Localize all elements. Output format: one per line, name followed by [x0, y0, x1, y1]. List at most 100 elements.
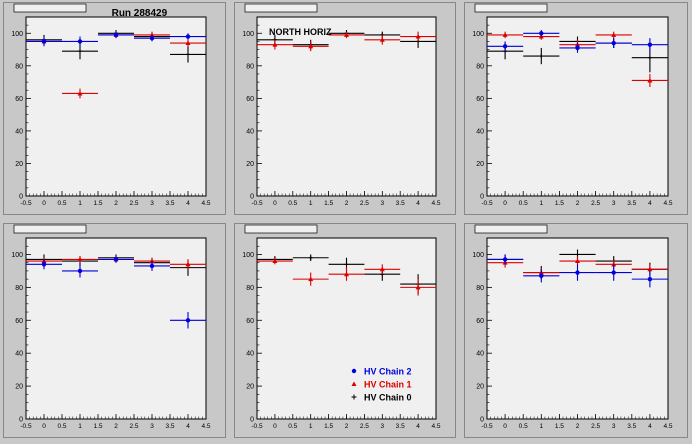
legend-label-chain0: HV Chain 0 — [364, 393, 412, 403]
point-chain1 — [185, 261, 191, 267]
x-tick-label: 3 — [380, 423, 384, 430]
y-tick-label: 60 — [476, 318, 484, 325]
x-tick-label: 0 — [273, 423, 277, 430]
y-tick-label: 20 — [246, 161, 254, 168]
point-chain2 — [539, 273, 544, 279]
point-chain0 — [575, 252, 580, 257]
x-tick-label: 3.5 — [627, 200, 636, 207]
x-tick-label: 2 — [345, 423, 349, 430]
pad-5: 0 20 40 60 80 100 -0.5 0 0.5 1 1.5 2 2.5 3 3.5 4 4.5 HV C… — [234, 223, 456, 438]
point-chain1 — [308, 276, 314, 282]
point-chain1 — [149, 258, 155, 264]
x-tick-label: 3.5 — [165, 200, 174, 207]
plot-frame — [256, 16, 437, 197]
point-chain2 — [113, 257, 119, 262]
point-chain2 — [647, 276, 653, 282]
x-tick-label: 4 — [186, 200, 190, 207]
point-chain2 — [647, 42, 653, 47]
legend-label-chain1: HV Chain 1 — [364, 380, 412, 390]
title-strip — [13, 3, 87, 13]
point-chain1 — [149, 32, 155, 37]
run-label: Run 288429 — [112, 8, 168, 19]
x-tick-label: 0.5 — [519, 200, 528, 207]
x-tick-label: 0.5 — [288, 200, 297, 207]
title-strip — [13, 224, 87, 234]
x-tick-label: 2 — [114, 200, 118, 207]
pad-4: 0 20 40 60 80 100 -0.5 0 0.5 1 1.5 2 2.5 3 3.5 4 4.5 — [3, 223, 226, 438]
pad-6: 0 20 40 60 80 100 -0.5 0 0.5 1 1.5 2 2.5 3 3.5 4 4.5 — [464, 223, 688, 438]
point-chain1 — [647, 77, 653, 83]
x-tick-label: 2 — [345, 200, 349, 207]
x-tick-label: 4.5 — [431, 200, 440, 207]
point-chain0 — [539, 54, 544, 59]
y-tick-label: 80 — [476, 285, 484, 292]
x-tick-label: 1.5 — [93, 200, 102, 207]
x-tick-label: -0.5 — [20, 200, 32, 207]
title-strip — [244, 3, 318, 13]
y-tick-label: 20 — [476, 384, 484, 391]
x-tick-label: 3.5 — [396, 200, 405, 207]
point-chain1 — [502, 32, 508, 37]
y-tick-label: 60 — [246, 96, 254, 103]
x-tick-label: 4 — [648, 200, 652, 207]
point-chain0 — [344, 262, 349, 267]
y-tick-label: 80 — [246, 285, 254, 292]
x-tick-label: 4.5 — [201, 423, 210, 430]
y-tick-label: 100 — [242, 31, 254, 38]
point-chain2 — [611, 40, 616, 46]
panel-label: NORTH HORIZ — [269, 27, 332, 37]
x-tick-label: 4 — [186, 423, 190, 430]
y-tick-label: 100 — [11, 31, 23, 38]
point-chain2 — [77, 39, 83, 44]
point-chain0 — [647, 55, 652, 60]
legend-label-chain2: HV Chain 2 — [364, 367, 412, 377]
x-tick-label: 2 — [114, 423, 118, 430]
y-tick-label: 80 — [15, 285, 23, 292]
x-tick-label: 4.5 — [663, 423, 672, 430]
point-chain2 — [502, 257, 508, 262]
y-tick-label: 60 — [15, 96, 23, 103]
legend-marker-chain1 — [351, 381, 357, 386]
point-chain2 — [149, 35, 155, 41]
y-tick-label: 60 — [246, 318, 254, 325]
plot-frame — [25, 237, 207, 420]
x-tick-label: 4.5 — [201, 200, 210, 207]
x-tick-label: 1.5 — [555, 423, 564, 430]
pad-1: 0 20 40 60 80 100 -0.5 0 0.5 1 1.5 2 2.5 3 3.5 4 4.5 Run … — [3, 2, 226, 215]
y-tick-label: 40 — [476, 128, 484, 135]
x-tick-label: -0.5 — [251, 423, 263, 430]
title-strip — [244, 224, 318, 234]
x-tick-label: 1 — [78, 423, 82, 430]
x-tick-label: 4.5 — [431, 423, 440, 430]
pad-2: 0 20 40 60 80 100 -0.5 0 0.5 1 1.5 2 2.5 3 3.5 4 4.5 NORT… — [234, 2, 456, 215]
x-tick-label: 4 — [416, 423, 420, 430]
point-chain1 — [77, 256, 83, 262]
point-chain2 — [539, 31, 544, 36]
y-tick-label: 40 — [15, 351, 23, 358]
x-tick-label: 1.5 — [93, 423, 102, 430]
x-tick-label: 2 — [576, 200, 580, 207]
x-tick-label: 2.5 — [360, 423, 369, 430]
y-tick-label: 20 — [15, 161, 23, 168]
legend-marker-chain2 — [351, 368, 357, 374]
point-chain0 — [78, 49, 82, 54]
y-tick-label: 60 — [15, 318, 23, 325]
x-tick-label: 1 — [78, 200, 82, 207]
point-chain1 — [344, 32, 349, 37]
y-tick-label: 100 — [11, 252, 23, 259]
x-tick-label: 2.5 — [129, 423, 138, 430]
y-tick-label: 20 — [246, 384, 254, 391]
point-chain2 — [575, 270, 580, 275]
point-chain1 — [611, 261, 617, 267]
point-chain2 — [502, 44, 508, 49]
y-tick-label: 0 — [19, 417, 23, 424]
x-tick-label: 1.5 — [555, 200, 564, 207]
y-tick-label: 80 — [476, 63, 484, 70]
y-tick-label: 0 — [480, 194, 484, 201]
point-chain1 — [415, 34, 421, 39]
y-tick-label: 0 — [19, 194, 23, 201]
x-tick-label: 1 — [309, 200, 313, 207]
